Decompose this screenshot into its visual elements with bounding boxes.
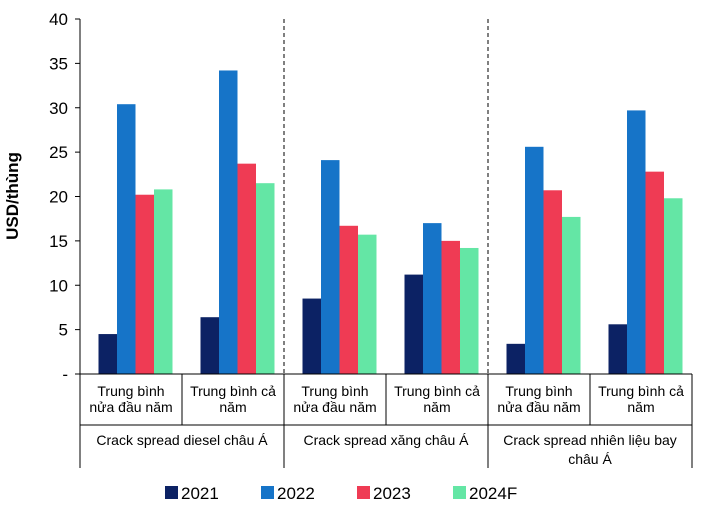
y-axis-title: USD/thùng (3, 152, 22, 240)
legend-swatch (165, 486, 178, 499)
group-label: Crack spread nhiên liệu bay (503, 432, 677, 448)
legend-label: 2024F (469, 484, 517, 503)
bar (404, 274, 423, 374)
bar (321, 160, 340, 374)
bar (506, 343, 525, 374)
bar (358, 234, 377, 374)
category-label: nửa đầu năm (497, 399, 580, 415)
legend-swatch (357, 486, 370, 499)
legend-swatch (453, 486, 466, 499)
bar (525, 146, 544, 374)
legend-swatch (261, 486, 274, 499)
bar (645, 171, 664, 374)
bar (302, 298, 321, 374)
category-label: Trung bình (301, 383, 368, 399)
bar (154, 189, 173, 374)
bar (200, 317, 219, 374)
category-label: Trung bình (97, 383, 164, 399)
y-tick-label: 20 (49, 188, 68, 207)
y-tick-label: - (62, 365, 68, 384)
bar (237, 163, 256, 374)
group-label: châu Á (568, 451, 612, 467)
bar (98, 334, 117, 374)
group-separators (283, 19, 489, 374)
category-label: năm (219, 399, 246, 415)
category-label: Trung bình cả (598, 383, 684, 399)
bar (135, 194, 154, 374)
y-tick-label: 15 (49, 232, 68, 251)
bar (339, 225, 358, 374)
group-label: Crack spread diesel châu Á (96, 432, 268, 448)
group-label: Crack spread xăng châu Á (304, 432, 470, 448)
y-axis-ticks: - 5 10 15 20 25 30 35 40 (49, 10, 80, 384)
bars (98, 70, 683, 374)
y-tick-label: 5 (59, 321, 68, 340)
y-tick-label: 10 (49, 276, 68, 295)
bar (117, 104, 136, 374)
y-tick-label: 25 (49, 143, 68, 162)
y-tick-label: 30 (49, 99, 68, 118)
legend-label: 2021 (181, 484, 219, 503)
y-tick-label: 40 (49, 10, 68, 29)
bar (608, 324, 627, 374)
bar (219, 70, 238, 374)
category-label: Trung bình (505, 383, 572, 399)
category-label: Trung bình cả (394, 383, 480, 399)
category-label: nửa đầu năm (293, 399, 376, 415)
bar (562, 216, 581, 374)
legend-label: 2023 (373, 484, 411, 503)
legend: 2021 2022 2023 2024F (165, 484, 517, 503)
bar (441, 240, 460, 374)
bar (256, 183, 275, 374)
category-label: Trung bình cả (190, 383, 276, 399)
y-tick-label: 35 (49, 54, 68, 73)
bar (423, 223, 442, 374)
bar (543, 190, 562, 374)
legend-label: 2022 (277, 484, 315, 503)
category-label: năm (423, 399, 450, 415)
bar (460, 247, 479, 374)
bar (664, 198, 683, 374)
bar (627, 110, 646, 374)
category-label: nửa đầu năm (89, 399, 172, 415)
category-label: năm (627, 399, 654, 415)
